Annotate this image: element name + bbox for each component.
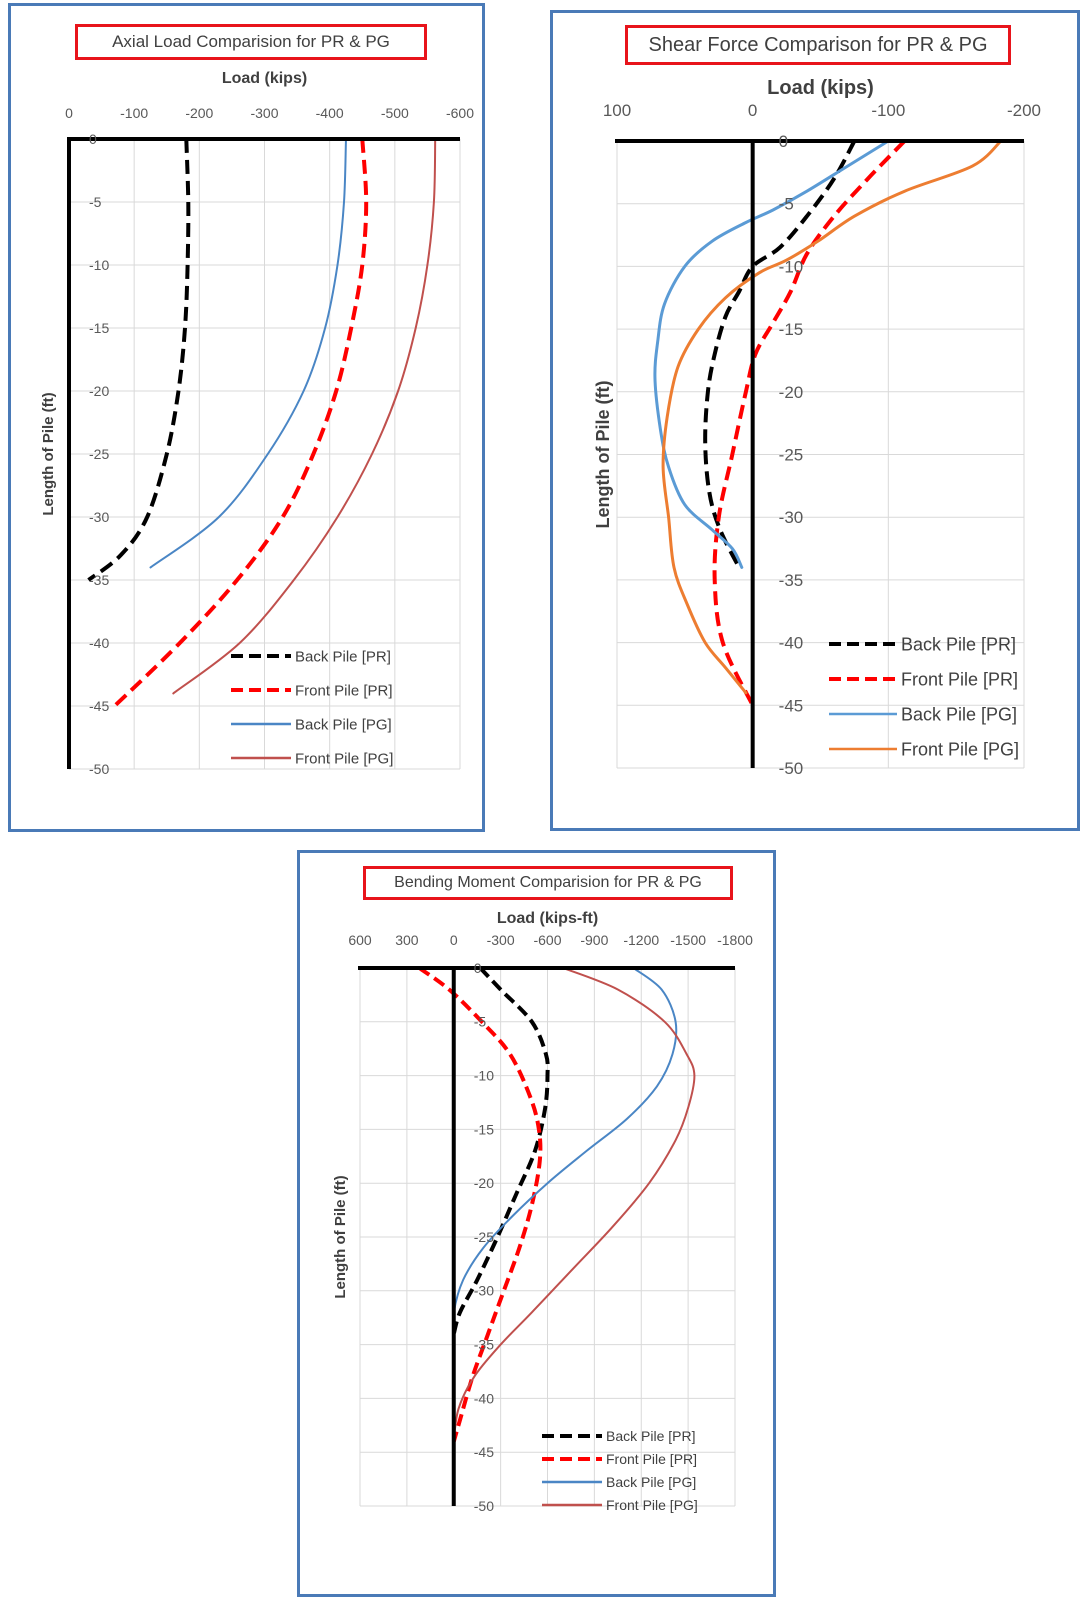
x-tick-label: 600 [348, 932, 372, 948]
y-tick-label: -50 [474, 1498, 494, 1514]
y-tick-label: -10 [474, 1068, 494, 1084]
y-tick-label: -35 [89, 572, 109, 588]
legend-label: Back Pile [PR] [295, 648, 391, 665]
axial-chart-panel: Axial Load Comparision for PR & PG Load … [8, 3, 485, 832]
x-axis-title: Load (kips-ft) [497, 910, 598, 927]
x-axis-title: Load (kips) [767, 77, 874, 99]
y-tick-label: -50 [779, 759, 804, 778]
x-tick-label: -1500 [670, 932, 706, 948]
y-tick-label: -35 [779, 571, 804, 590]
series-line [451, 966, 550, 1335]
y-tick-label: -35 [474, 1337, 494, 1353]
y-tick-label: -30 [779, 508, 804, 527]
axial-load-chart: Load (kips) 0 -100 -200 -300 -400 -500 -600 0 -5 -… [40, 70, 474, 777]
legend-label: Front Pile [PR] [606, 1451, 697, 1467]
axial-chart-title: Axial Load Comparision for PR & PG [75, 24, 427, 60]
y-tick-label: -30 [89, 509, 109, 525]
y-tick-label: 0 [474, 960, 482, 976]
legend-label: Front Pile [PG] [606, 1497, 698, 1513]
x-tick-label: -600 [446, 105, 474, 121]
legend-label: Back Pile [PR] [901, 634, 1016, 654]
y-tick-label: -25 [779, 445, 804, 464]
y-tick-label: -45 [779, 696, 804, 715]
series-line [452, 967, 696, 1443]
x-tick-label: -900 [580, 932, 608, 948]
x-tick-label: -200 [1007, 101, 1041, 120]
bending-moment-chart: Load (kips-ft)600 300 0 -300 -600 -900 -1200 -1… [332, 910, 753, 1514]
x-tick-label: 100 [603, 101, 631, 120]
series-line [87, 138, 191, 582]
y-tick-label: -40 [89, 635, 109, 651]
series-line [703, 140, 857, 569]
x-tick-label: -400 [316, 105, 344, 121]
legend-label: Back Pile [PR] [606, 1428, 695, 1444]
y-tick-label: -20 [89, 383, 109, 399]
legend-label: Front Pile [PR] [295, 682, 393, 699]
x-tick-label: -300 [250, 105, 278, 121]
y-tick-label: -30 [474, 1283, 494, 1299]
x-tick-label: -1800 [717, 932, 753, 948]
x-tick-label: 300 [395, 932, 419, 948]
y-tick-label: 0 [89, 131, 97, 147]
shear-force-chart: Load (kips) 100 0 -100 -200 0 -5 -10 -15 -20 -25 -3… [593, 77, 1041, 778]
shear-chart-title: Shear Force Comparison for PR & PG [625, 25, 1011, 65]
x-axis-title: Load (kips) [222, 70, 307, 87]
legend-label: Front Pile [PG] [295, 750, 393, 767]
y-tick-label: -10 [89, 257, 109, 273]
y-tick-label: -10 [779, 257, 804, 276]
y-tick-label: -45 [89, 698, 109, 714]
y-tick-label: -15 [89, 320, 109, 336]
shear-chart-panel: Shear Force Comparison for PR & PG Load … [550, 10, 1080, 831]
legend-label: Back Pile [PG] [606, 1474, 696, 1490]
legend-label: Back Pile [PG] [295, 716, 392, 733]
x-tick-label: -1200 [623, 932, 659, 948]
series-line [653, 139, 890, 569]
y-axis-title: Length of Pile (ft) [332, 1175, 349, 1298]
x-tick-label: -600 [533, 932, 561, 948]
x-tick-label: -100 [120, 105, 148, 121]
x-tick-label: 0 [65, 105, 73, 121]
series-line [172, 138, 437, 695]
x-tick-label: -300 [487, 932, 515, 948]
legend-label: Front Pile [PG] [901, 739, 1019, 759]
y-tick-label: -40 [474, 1390, 494, 1406]
x-tick-label: -500 [381, 105, 409, 121]
y-tick-label: -20 [474, 1175, 494, 1191]
y-tick-label: -5 [89, 194, 102, 210]
y-tick-label: -5 [474, 1014, 487, 1030]
y-tick-label: -45 [474, 1444, 494, 1460]
y-tick-label: -5 [779, 195, 794, 214]
x-tick-label: 0 [450, 932, 458, 948]
legend-label: Front Pile [PR] [901, 669, 1018, 689]
x-tick-label: -100 [871, 101, 905, 120]
y-tick-label: -40 [779, 634, 804, 653]
y-tick-label: -50 [89, 761, 109, 777]
x-tick-label: 0 [748, 101, 757, 120]
y-tick-label: -15 [779, 320, 804, 339]
series-line [113, 138, 369, 708]
y-tick-label: 0 [779, 132, 788, 151]
y-tick-label: -20 [779, 383, 804, 402]
bending-chart-title: Bending Moment Comparision for PR & PG [363, 866, 733, 900]
y-axis-title: Length of Pile (ft) [593, 381, 613, 529]
series-line [149, 138, 347, 569]
x-tick-label: -200 [185, 105, 213, 121]
y-tick-label: -25 [474, 1229, 494, 1245]
series-line [452, 967, 678, 1335]
series-line [418, 966, 543, 1442]
y-tick-label: -25 [89, 446, 109, 462]
bending-chart-panel: Bending Moment Comparision for PR & PG L… [297, 850, 776, 1597]
y-axis-title: Length of Pile (ft) [40, 392, 57, 515]
y-tick-label: -15 [474, 1121, 494, 1137]
series-line [712, 139, 907, 707]
series-line [661, 139, 1003, 695]
legend-label: Back Pile [PG] [901, 704, 1017, 724]
